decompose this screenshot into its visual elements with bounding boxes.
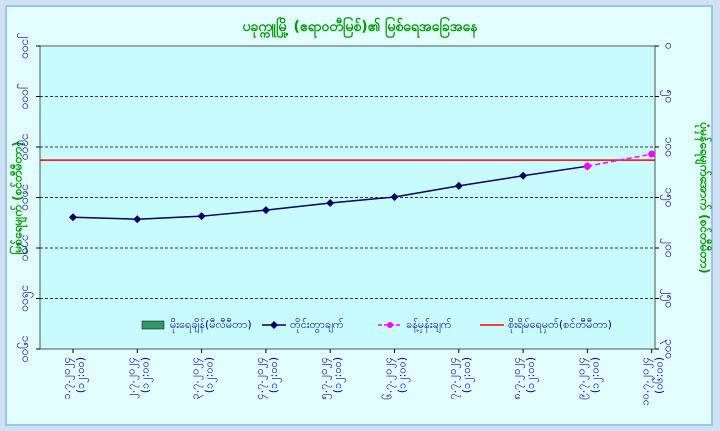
y-tick-label: ၁၇၀၀: [17, 235, 34, 262]
x-tick-time: (၁၂:၀၀): [331, 357, 346, 393]
y2-axis-label: ပုံမှန်ရေမျက်အောက် (စင်တီမီတာ): [694, 121, 714, 273]
data-point: [519, 171, 528, 180]
legend-label: စိုးရိမ်ရေမှတ်(စင်တီမီတာ): [508, 318, 612, 333]
legend-swatch: [141, 320, 165, 330]
x-tick-label: ၁.၇.၂၀၂၄: [60, 357, 75, 400]
y-tick-label: ၁၈၀၀: [20, 184, 34, 211]
x-tick-label: ၆.၇.၂၀၂၄: [382, 357, 397, 400]
forecast-point: [583, 162, 591, 170]
chart-title: ပခုက္ကူမြို့ (ဧရာဝတီမြစ်)၏ မြစ်ရေအခြေအနေ: [242, 17, 478, 38]
data-point: [197, 212, 206, 221]
y2-tick-label: ၃၀၀: [660, 339, 677, 359]
x-tick-time: (၁၂:၀၀): [74, 357, 89, 393]
data-point: [326, 199, 335, 208]
y2-tick-label: ၅၀: [660, 90, 677, 104]
legend-label: ခန့်မှန်းချက်: [406, 318, 452, 333]
y-tick-label: ၁၆၀၀: [20, 285, 35, 312]
x-tick-label: ၇.၇.၂၀၂၄: [446, 357, 461, 400]
x-tick-label: ၄.၇.၂၀၂၄: [253, 357, 268, 400]
x-tick-time: (၁၂:၀၀): [203, 357, 218, 393]
y-tick-label: ၁၅၀၀: [17, 336, 34, 363]
legend-marker: [270, 321, 278, 329]
data-point: [133, 215, 142, 224]
legend: မိုးရေချိန်(မီလီမီတာ) တိုင်းတွာချက် ခန့်မှ…: [141, 318, 612, 333]
legend-label: မိုးရေချိန်(မီလီမီတာ): [170, 318, 252, 333]
x-tick-time: (၁၂:၀၀): [267, 357, 282, 393]
y-axis-label: မြစ်ရေမျက် (စင်တီမီတာ): [8, 141, 29, 254]
x-tick-time: (၁၂:၀၀): [396, 357, 411, 393]
x-tick-label: ၅.၇.၂၀၂၄: [317, 357, 332, 400]
x-tick-label: ၈.၇.၂၀၂၄: [510, 357, 525, 400]
x-tick-time: (၁၂:၀၀): [138, 357, 153, 393]
x-tick-label: ၃.၇.၂၀၂၄: [189, 357, 204, 400]
y2-tick-label: ၂၅၀: [660, 289, 677, 308]
data-point: [390, 192, 399, 201]
legend-label: တိုင်းတွာချက်: [290, 318, 344, 333]
y2-tick-label: ၁၀၀: [663, 137, 677, 157]
x-tick-time: (၁၂:၀၀): [588, 357, 603, 393]
forecast-point: [648, 150, 656, 158]
x-tick-label: ၁၀.၇.၂၀၂၄: [639, 357, 654, 406]
x-tick-time: (၀၆:၀၀): [653, 357, 666, 394]
x-tick-time: (၁၂:၀၀): [524, 357, 539, 393]
x-tick-label: ၉.၇.၂၀၂၄: [574, 357, 589, 400]
forecast-line: [587, 153, 652, 167]
y2-tick-label: ၂၀၀: [660, 238, 677, 257]
y2-tick-label: ၀: [663, 43, 677, 50]
x-tick-time: (၁၂:၀၀): [460, 357, 475, 393]
y-tick-label: ၂၀၀၀: [17, 83, 34, 109]
data-point: [454, 181, 463, 190]
legend-marker: [387, 322, 393, 328]
y-tick-label: ၂၁၀၀: [17, 33, 34, 59]
y-tick-label: ၁၉၀၀: [17, 134, 34, 161]
data-point: [261, 206, 270, 215]
data-point: [69, 213, 77, 222]
x-tick-label: ၂.၇.၂၀၂၄: [124, 357, 139, 399]
y2-tick-label: ၁၅၀: [660, 187, 677, 207]
